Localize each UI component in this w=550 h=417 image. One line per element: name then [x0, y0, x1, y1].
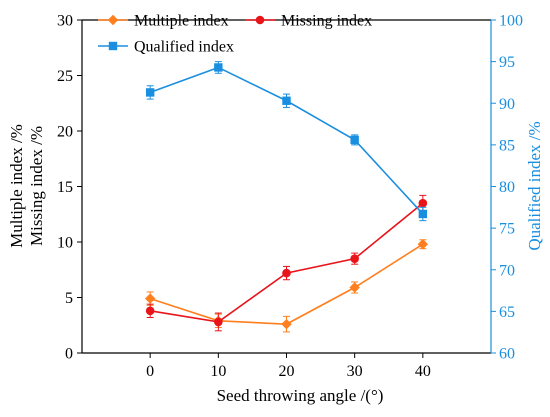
y-right-tick-label: 65 — [499, 304, 515, 321]
y-left-tick-label: 20 — [57, 124, 73, 141]
legend-marker — [255, 15, 265, 25]
y-axis-right-label: Qualified index /% — [525, 121, 544, 250]
data-point — [418, 198, 428, 208]
y-right-tick-label: 70 — [499, 262, 515, 279]
y-right-tick-label: 80 — [499, 179, 515, 196]
y-left-tick-label: 25 — [57, 68, 73, 85]
series-qualified-index — [145, 61, 428, 222]
y-left-tick-label: 0 — [65, 346, 73, 363]
x-tick-label: 10 — [210, 363, 226, 380]
x-tick-label: 0 — [146, 363, 154, 380]
series-multiple-index — [144, 239, 429, 333]
legend-marker — [108, 41, 118, 51]
legend-label: Multiple index — [134, 13, 229, 30]
axes: 0 10 20 30 40 0 5 10 15 20 25 30 60 65 70 75 80 85 90 95 100 — [57, 13, 523, 381]
data-point — [282, 268, 291, 278]
legend-item: Qualified index — [98, 39, 234, 56]
series-group — [144, 61, 429, 333]
x-tick-label: 20 — [279, 363, 295, 380]
x-axis-label: Seed throwing angle /(°) — [217, 386, 384, 405]
legend-label: Missing index — [281, 13, 372, 30]
legend-marker — [107, 14, 119, 26]
legend-item: Multiple index — [98, 13, 229, 30]
data-point — [418, 209, 428, 219]
series-line — [149, 66, 424, 215]
series-line — [150, 202, 424, 323]
data-point — [214, 317, 223, 327]
data-point — [350, 254, 359, 263]
data-point — [349, 282, 360, 293]
data-point — [145, 306, 155, 316]
y-left-tick-label: 15 — [57, 179, 73, 196]
y-axis-left-label-multiple: Multiple index /% — [7, 124, 26, 248]
data-point — [282, 96, 291, 105]
y-left-tick-label: 10 — [57, 235, 73, 252]
data-point — [350, 135, 359, 145]
legend-item: Missing index — [245, 13, 372, 30]
y-right-tick-label: 95 — [499, 54, 515, 71]
y-axis-left-label-missing: Missing index /% — [27, 126, 46, 246]
y-left-tick-label: 5 — [65, 290, 73, 307]
data-point — [144, 293, 156, 304]
x-tick-label: 40 — [415, 363, 431, 380]
y-right-tick-label: 60 — [499, 346, 515, 363]
data-point — [214, 63, 223, 72]
x-tick-label: 30 — [347, 363, 363, 380]
legend: Multiple index Missing index Qualified ind… — [98, 13, 372, 56]
y-right-tick-label: 85 — [499, 137, 515, 154]
series-line — [149, 243, 424, 325]
data-point — [145, 88, 155, 97]
data-point — [281, 318, 292, 330]
legend-label: Qualified index — [134, 39, 234, 56]
y-right-tick-label: 75 — [499, 221, 515, 238]
y-left-tick-label: 30 — [57, 13, 73, 30]
data-point — [417, 239, 429, 250]
y-right-tick-label: 90 — [499, 96, 515, 113]
y-right-tick-label: 100 — [499, 13, 523, 30]
